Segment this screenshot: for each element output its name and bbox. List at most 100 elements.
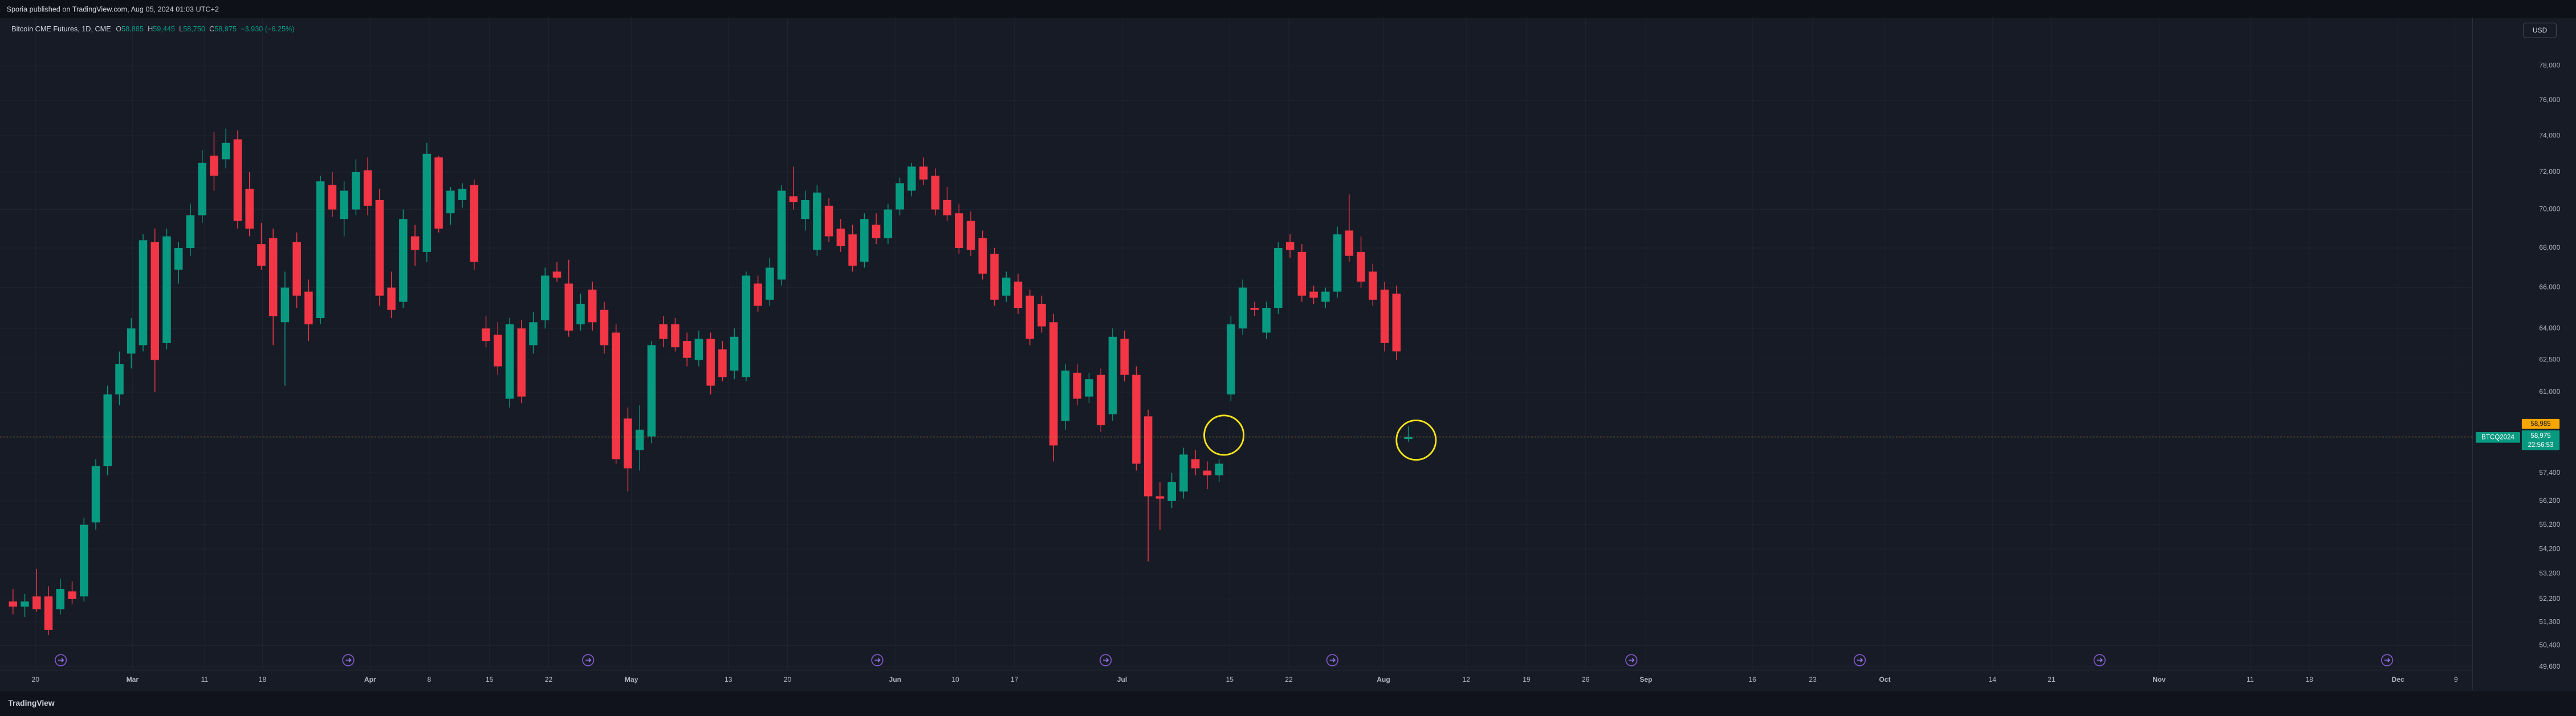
candle-body	[907, 166, 916, 191]
candle-body	[801, 200, 809, 219]
candle-body	[1132, 375, 1141, 464]
candle-body	[221, 143, 230, 160]
event-marker-icon	[2097, 658, 2103, 663]
candle-body	[162, 236, 171, 343]
candle-body	[91, 466, 100, 523]
y-tick-label: 64,000	[2539, 324, 2560, 332]
candle-body	[292, 242, 301, 296]
candle-body	[375, 200, 384, 296]
candle-body	[1392, 294, 1401, 352]
candle-body	[1297, 251, 1307, 296]
candle-body	[789, 196, 798, 202]
x-tick-label: 26	[1582, 676, 1590, 684]
legend-value: 59,445	[153, 25, 175, 33]
candle-body	[422, 153, 432, 252]
x-tick-label: 8	[428, 676, 432, 684]
x-tick-label: Aug	[1377, 676, 1390, 684]
candle-body	[446, 190, 455, 214]
candle-body	[1285, 242, 1295, 250]
y-tick-label: 55,200	[2539, 520, 2560, 528]
grid	[0, 18, 2473, 670]
annotation-circle	[1395, 420, 1437, 461]
currency-label[interactable]: USD	[2533, 26, 2547, 34]
candle-body	[482, 328, 490, 341]
candle-body	[115, 364, 124, 394]
top-bar	[0, 0, 2576, 18]
x-tick-label: 15	[1226, 676, 1234, 684]
price-label-box	[2521, 430, 2560, 450]
candle-body	[174, 248, 183, 270]
candle-body	[1274, 248, 1283, 308]
candle-body	[198, 162, 206, 215]
y-tick-label: 76,000	[2539, 96, 2560, 104]
x-tick-label: 14	[1989, 676, 1997, 684]
candle-body	[742, 275, 751, 377]
x-tick-label: 22	[545, 676, 553, 684]
y-tick-label: 51,300	[2539, 617, 2560, 625]
currency-button[interactable]	[2523, 22, 2557, 38]
candle-body	[1061, 371, 1070, 421]
legend-value: 58,750	[183, 25, 205, 33]
candle-body	[848, 234, 857, 266]
x-tick-label: 21	[2048, 676, 2056, 684]
x-tick-label: 11	[201, 676, 209, 684]
y-tick-label: 53,200	[2539, 569, 2560, 577]
candle-body	[399, 219, 408, 302]
candle-body	[576, 303, 585, 324]
candle-body	[1333, 234, 1342, 292]
candle-body	[671, 324, 679, 348]
candle-body	[1120, 339, 1129, 375]
symbol-label-box	[2476, 432, 2521, 443]
candle-body	[304, 291, 313, 324]
candle-body	[1357, 251, 1365, 282]
candle-body	[777, 190, 786, 280]
line-label-box	[2521, 418, 2560, 429]
candles	[0, 128, 2473, 636]
candle-body	[931, 176, 940, 210]
candle-body	[564, 283, 573, 331]
candle-body	[1321, 291, 1330, 302]
candle-body	[1179, 454, 1188, 492]
y-tick-label: 56,200	[2539, 497, 2560, 505]
candle-body	[494, 335, 502, 367]
y-tick-label: 68,000	[2539, 243, 2560, 251]
x-tick-label: 11	[2247, 676, 2254, 684]
countdown-label: 22:56:53	[2528, 442, 2554, 449]
event-marker-icon	[1329, 658, 1336, 663]
candle-body	[139, 240, 148, 345]
x-tick-label: Sep	[1639, 676, 1652, 684]
candle-body	[694, 339, 703, 360]
candle-body	[68, 591, 76, 599]
candle-body	[470, 185, 479, 262]
legend-key: L	[179, 25, 183, 33]
candle-body	[32, 596, 41, 609]
candle-body	[1049, 322, 1058, 446]
x-tick-label: 18	[2305, 676, 2313, 684]
line-label: 58,985	[2530, 421, 2550, 428]
candle-body	[517, 328, 526, 397]
candle-body	[659, 324, 668, 339]
legend-key: C	[209, 25, 214, 33]
footer-logo[interactable]: TradingView	[8, 698, 54, 707]
event-marker-icon	[2384, 658, 2391, 663]
candle-body	[210, 155, 218, 176]
y-tick-label: 49,600	[2539, 662, 2560, 670]
candle-body	[1238, 287, 1247, 329]
candle-body	[1037, 303, 1046, 327]
x-tick-label: 18	[259, 676, 267, 684]
event-marker-icon	[58, 658, 64, 663]
candle-body	[1369, 271, 1377, 300]
candle-body	[1215, 463, 1223, 475]
candle-body	[966, 221, 975, 250]
price-axis	[2472, 18, 2576, 690]
candle-body	[990, 254, 999, 300]
candle-body	[257, 244, 266, 266]
x-tick-label: Jun	[889, 676, 902, 684]
annotation-circle	[1203, 414, 1245, 456]
candle-body	[1380, 290, 1389, 343]
candle-body	[682, 341, 691, 358]
x-tick-label: 19	[1523, 676, 1531, 684]
x-tick-label: 20	[32, 676, 40, 684]
